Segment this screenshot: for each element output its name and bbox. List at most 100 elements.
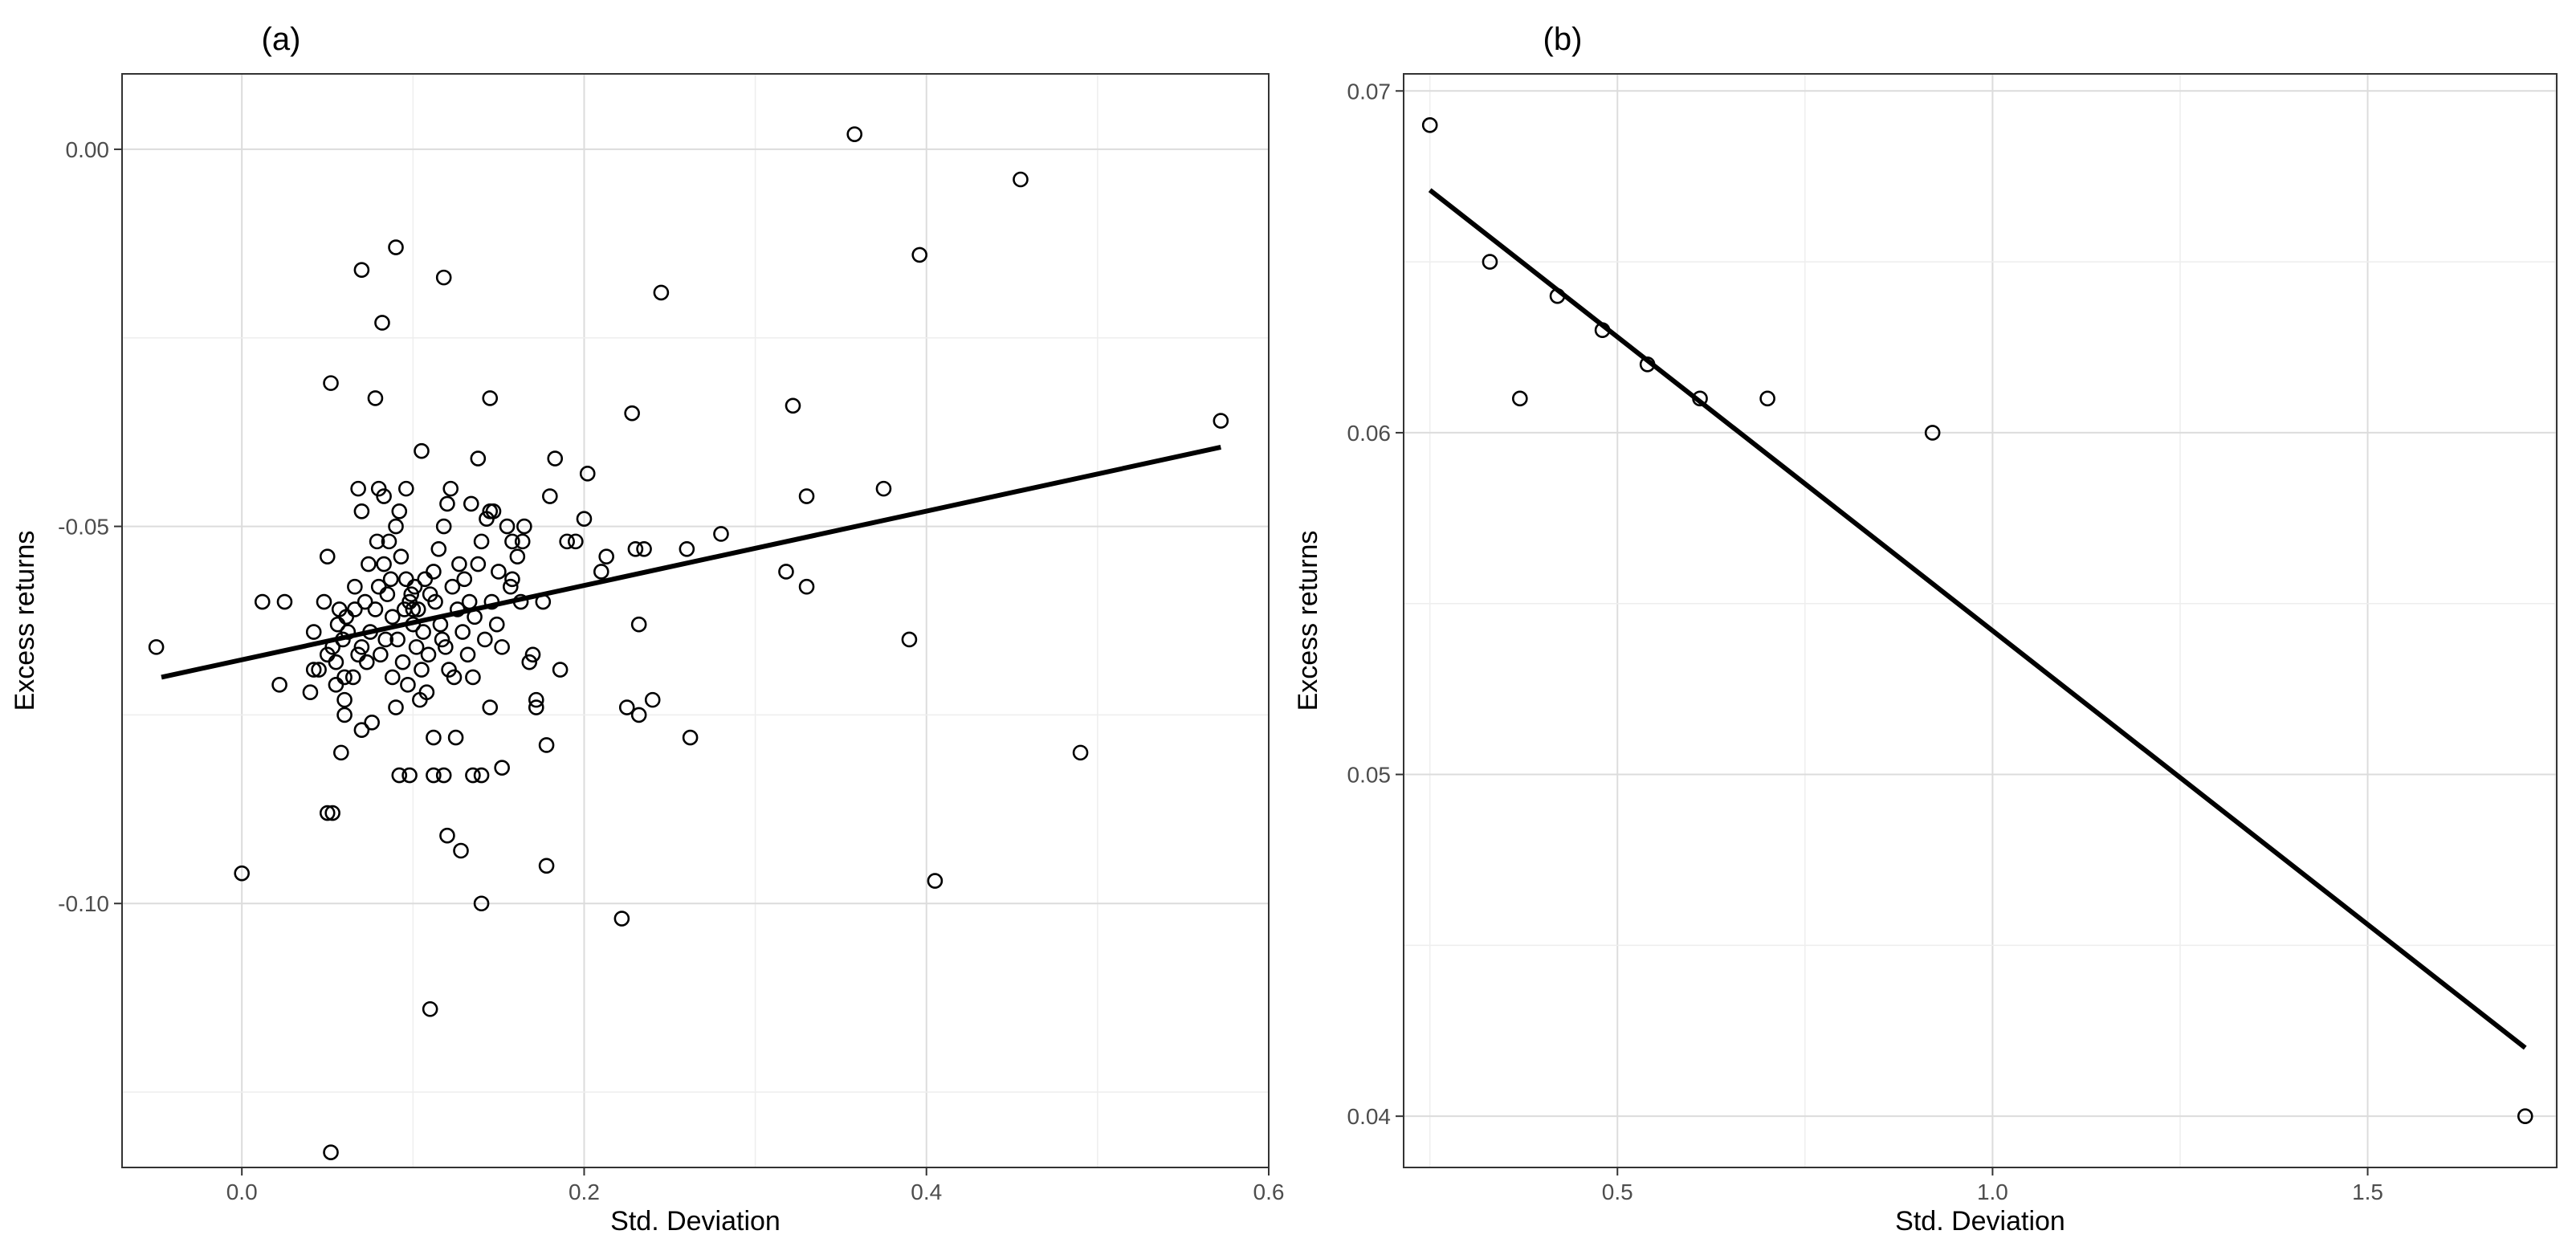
panel-a-data-point xyxy=(435,767,452,784)
panel-a-data-point xyxy=(521,654,538,670)
panel-a-label: (a) xyxy=(262,22,301,57)
panel-a-y-axis-title: Excess returns xyxy=(10,531,40,711)
panel-a-data-point xyxy=(538,858,555,874)
panel-a-data-point xyxy=(319,548,336,564)
panel-a-data-point xyxy=(393,548,410,564)
panel-a-data-point xyxy=(618,699,635,715)
panel-a-data-point xyxy=(630,707,647,723)
panel-a-data-point xyxy=(456,571,473,588)
panel-a-data-point xyxy=(435,269,452,286)
panel-a-data-point xyxy=(453,842,469,859)
panel-a-data-point xyxy=(1013,171,1029,188)
panel-a-data-point xyxy=(353,722,370,739)
panel-b-data-point xyxy=(1549,287,1566,304)
panel-a-fit-line xyxy=(161,445,1221,680)
panel-a-data-point xyxy=(408,639,425,655)
panel-a-data-point xyxy=(451,556,467,572)
panel-a-data-point xyxy=(417,571,434,588)
panel-a-points xyxy=(148,126,1229,1161)
panel-a-data-point xyxy=(547,450,564,467)
panel-a-data-point xyxy=(927,873,944,889)
panel-a-data-point xyxy=(552,662,569,678)
panel-a-data-point xyxy=(414,442,430,459)
panel-a-y-tick-label: -0.05 xyxy=(58,515,109,540)
panel-b-y-tick-label: 0.07 xyxy=(1347,79,1392,104)
panel-b-data-point xyxy=(1421,117,1438,133)
panel-a-data-point xyxy=(613,911,630,927)
panel-a-data-point xyxy=(446,669,463,686)
panel-a-data-point xyxy=(388,699,404,715)
panel-b-y-tick-label: 0.05 xyxy=(1347,763,1392,788)
panel-a-data-point xyxy=(636,540,652,557)
panel-a-data-point xyxy=(473,767,490,784)
panel-a-data-point xyxy=(405,601,422,617)
panel-a-data-point xyxy=(1072,744,1089,761)
panel-a-data-point xyxy=(463,495,479,512)
panel-b-data-point xyxy=(1482,254,1498,270)
panel-a-data-point xyxy=(367,601,384,617)
panel-a-data-point xyxy=(377,631,394,648)
panel-b-points xyxy=(1421,117,2533,1124)
panel-a-data-point xyxy=(353,503,370,519)
panel-a-data-point xyxy=(376,556,392,572)
panel-a-data-point xyxy=(148,639,165,655)
panel-a-data-point xyxy=(470,556,487,572)
panel-a-data-point xyxy=(357,593,373,610)
panel-a-data-point xyxy=(494,639,510,655)
panel-b-x-axis-title: Std. Deviation xyxy=(1895,1206,2065,1237)
panel-a-data-point xyxy=(329,616,346,633)
panel-a-data-point xyxy=(426,767,442,784)
panel-a-ticks: 0.0 0.2 0.4 0.6 0.00 -0.05 -0.10 xyxy=(58,137,1284,1204)
panel-a-data-point xyxy=(1213,413,1229,429)
panel-a-data-point xyxy=(379,586,396,602)
panel-a-data-point xyxy=(336,669,353,686)
panel-a-data-point xyxy=(449,601,466,617)
panel-a-data-point xyxy=(391,503,408,519)
panel-a-data-point xyxy=(875,480,892,497)
panel-a-data-point xyxy=(798,488,815,504)
panel-a-x-tick-label: 0.4 xyxy=(911,1180,942,1204)
panel-a-data-point xyxy=(713,526,729,542)
panel-a-data-point xyxy=(785,397,801,414)
panel-a-x-tick-label: 0.2 xyxy=(569,1180,600,1204)
panel-a-data-point xyxy=(426,729,442,746)
panel-a-data-point xyxy=(389,631,406,648)
panel-a-data-point xyxy=(503,578,519,595)
panel-a-data-point xyxy=(405,616,422,633)
panel-a-data-point xyxy=(504,533,520,550)
panel-b-data-point xyxy=(1512,390,1528,407)
panel-a-data-point xyxy=(394,654,411,670)
panel-a-y-tick-label: 0.00 xyxy=(66,137,110,162)
panel-b-x-tick-label: 0.5 xyxy=(1602,1180,1633,1204)
panel-a-data-point xyxy=(512,593,529,610)
panel-a-data-point xyxy=(901,631,918,648)
panel-a-data-point xyxy=(373,646,389,663)
panel-b-x-tick-label: 1.5 xyxy=(2352,1180,2383,1204)
panel-a-x-tick-label: 0.6 xyxy=(1253,1180,1285,1204)
panel-a-x-axis-title: Std. Deviation xyxy=(610,1206,781,1237)
panel-a-data-point xyxy=(319,805,336,821)
panel-a-data-point xyxy=(439,827,455,844)
panel-a-data-point xyxy=(358,654,375,670)
panel-a-frame xyxy=(121,73,1270,1168)
panel-a-data-point xyxy=(524,646,541,663)
panel-a-data-point xyxy=(384,669,401,686)
panel-a-data-point xyxy=(467,609,483,625)
panel-a-data-point xyxy=(473,895,490,912)
panel-a-data-point xyxy=(344,669,361,686)
panel-a-data-point xyxy=(482,390,499,406)
panel-a-data-point xyxy=(398,480,414,497)
panel-a-data-point xyxy=(319,646,336,663)
panel-a-data-point xyxy=(396,601,413,617)
panel-a-data-point xyxy=(384,609,401,625)
panel-b-y-axis-title: Excess returns xyxy=(1293,531,1323,711)
panel-a-data-point xyxy=(323,1144,339,1161)
panel-a-data-point xyxy=(361,556,377,572)
panel-b-grid xyxy=(1404,74,2557,1167)
panel-a-data-point xyxy=(382,571,399,588)
panel-a-data-point xyxy=(362,624,378,640)
panel-b-data-point xyxy=(1924,425,1941,441)
panel-a-data-point xyxy=(370,480,387,497)
panel-a-data-point xyxy=(400,677,416,693)
